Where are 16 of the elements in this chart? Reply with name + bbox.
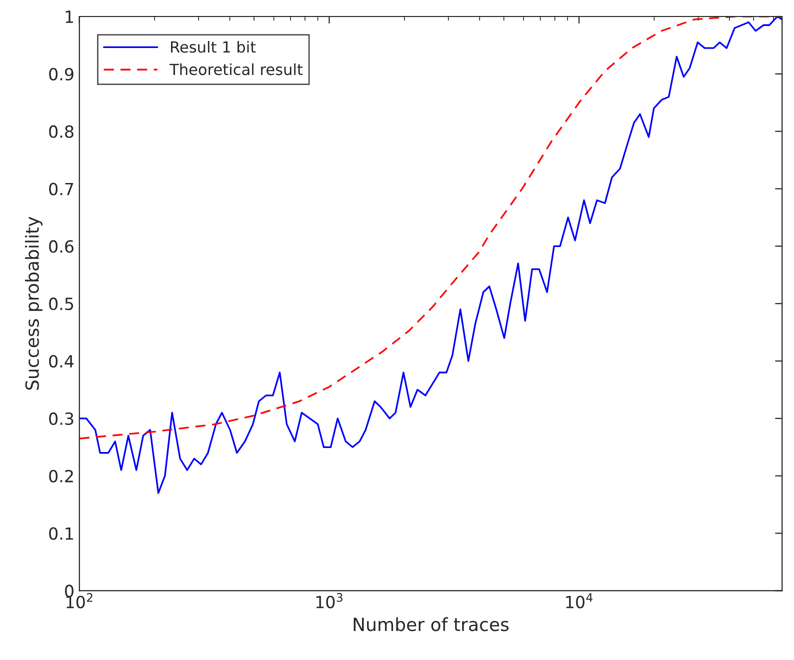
y-tick-label: 0.1 [49,527,73,540]
y-axis-title: Success probability [25,216,42,390]
y-tick-label: 0.7 [49,182,74,196]
legend-label: Theoretical result [169,63,303,76]
legend-label: Result 1 bit [171,40,256,53]
y-tick-label: 0.4 [49,354,74,368]
y-tick-label: 0.3 [49,412,74,426]
y-tick-label: 0.5 [49,298,74,310]
y-tick-label: 1 [66,10,73,23]
y-tick-label: 0.6 [49,240,74,253]
x-tick-label: 10$^{3}$ [316,593,342,608]
x-tick-label: 10$^{4}$ [566,593,592,608]
y-tick-label: 0.2 [49,470,73,482]
x-axis-title: Number of traces [354,617,509,632]
y-tick-label: 0.9 [49,68,74,80]
y-tick-label: 0.8 [49,125,74,138]
